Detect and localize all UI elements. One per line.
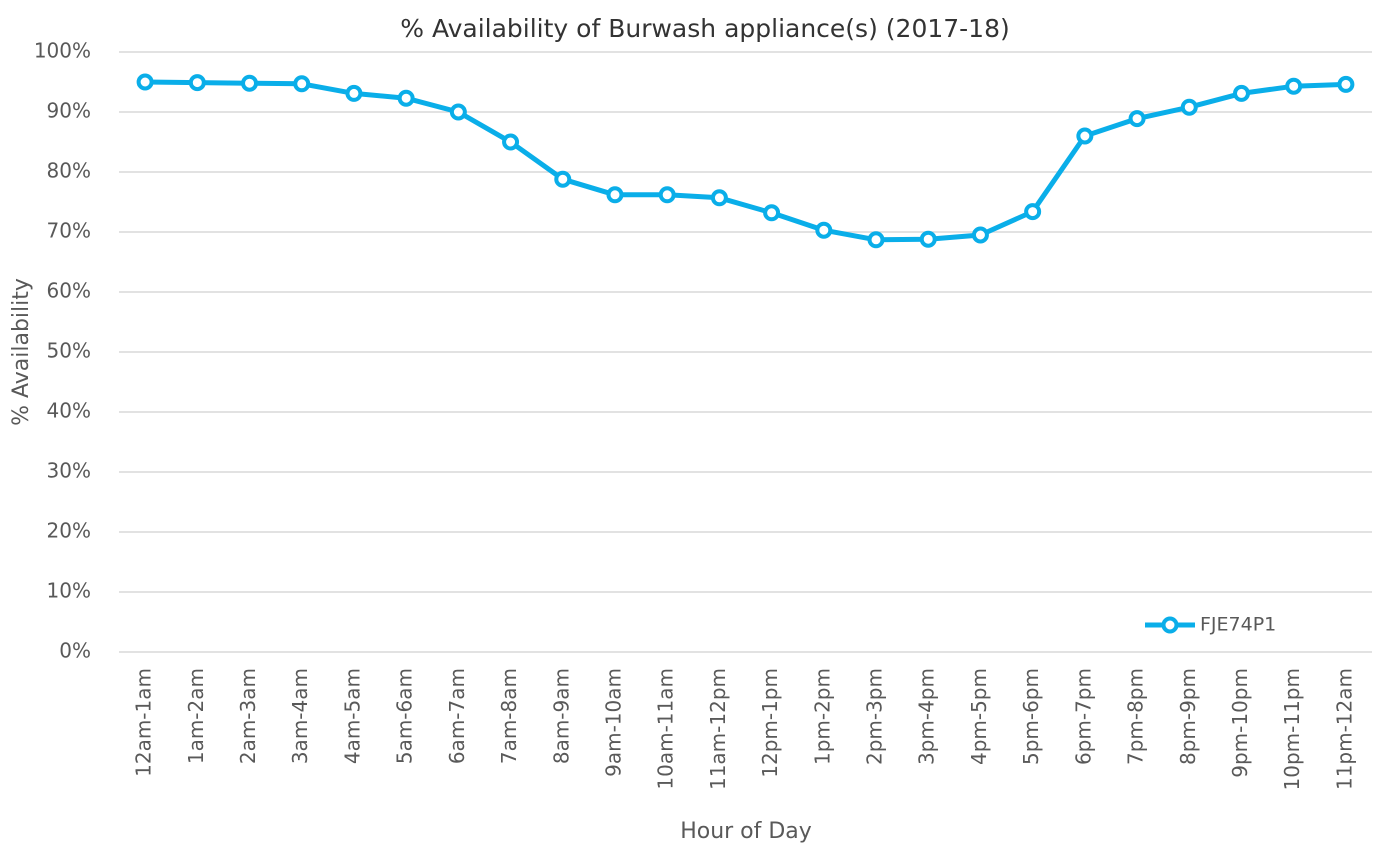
y-tick-label: 70%	[47, 219, 91, 243]
y-tick-label: 20%	[47, 519, 91, 543]
x-tick-label: 1am-2am	[184, 668, 208, 764]
data-point	[136, 73, 154, 91]
x-axis-title: Hour of Day	[680, 819, 812, 844]
y-tick-label: 50%	[47, 339, 91, 363]
data-point	[345, 84, 363, 102]
x-tick-label: 4am-5am	[340, 668, 364, 764]
x-tick-label: 5pm-6pm	[1019, 668, 1043, 765]
data-point	[1128, 110, 1146, 128]
x-tick-label: 9am-10am	[601, 668, 625, 777]
data-point	[1024, 203, 1042, 221]
x-tick-label: 6am-7am	[445, 668, 469, 764]
x-tick-label: 6pm-7pm	[1071, 668, 1095, 765]
data-point	[1232, 84, 1250, 102]
y-tick-label: 30%	[47, 459, 91, 483]
x-tick-label: 9pm-10pm	[1228, 668, 1252, 778]
y-tick-label: 10%	[47, 579, 91, 603]
data-point	[502, 133, 520, 151]
data-point	[241, 74, 259, 92]
data-point	[606, 186, 624, 204]
data-point	[971, 226, 989, 244]
x-tick-label: 10pm-11pm	[1280, 668, 1304, 790]
x-tick-label: 8pm-9pm	[1176, 668, 1200, 765]
y-tick-label: 80%	[47, 159, 91, 183]
x-tick-label: 11am-12pm	[706, 668, 730, 790]
x-tick-label: 3am-4am	[288, 668, 312, 764]
y-axis-title: % Availability	[9, 278, 34, 426]
data-point	[763, 204, 781, 222]
data-point	[1180, 98, 1198, 116]
x-tick-label: 5am-6am	[393, 668, 417, 764]
x-tick-label: 11pm-12am	[1332, 668, 1356, 790]
x-tick-label: 7am-8am	[497, 668, 521, 764]
x-tick-label: 7pm-8pm	[1124, 668, 1148, 765]
x-tick-label: 4pm-5pm	[967, 668, 991, 765]
data-point	[658, 186, 676, 204]
data-point	[293, 75, 311, 93]
data-point	[554, 170, 572, 188]
data-point	[919, 230, 937, 248]
data-point	[867, 231, 885, 249]
data-point	[449, 103, 467, 121]
y-tick-label: 60%	[47, 279, 91, 303]
x-tick-label: 8am-9am	[549, 668, 573, 764]
x-tick-label: 12am-1am	[132, 668, 156, 777]
x-tick-label: 10am-11am	[654, 668, 678, 790]
data-point	[1076, 127, 1094, 145]
y-tick-label: 0%	[59, 639, 91, 663]
data-point	[815, 221, 833, 239]
series-line	[145, 79, 1346, 243]
x-tick-label: 12pm-1pm	[758, 668, 782, 778]
x-tick-label: 2pm-3pm	[863, 668, 887, 765]
y-tick-label: 90%	[47, 99, 91, 123]
chart-title: % Availability of Burwash appliance(s) (…	[400, 14, 1010, 43]
data-point	[710, 189, 728, 207]
data-point	[397, 89, 415, 107]
x-tick-label: 1pm-2pm	[810, 668, 834, 765]
legend-label: FJE74P1	[1200, 614, 1276, 636]
x-tick-label: 3pm-4pm	[915, 668, 939, 765]
y-tick-label: 40%	[47, 399, 91, 423]
legend-marker	[1161, 616, 1179, 634]
x-tick-label: 2am-3am	[236, 668, 260, 764]
data-point	[1285, 77, 1303, 95]
data-point	[1337, 75, 1355, 93]
data-point	[188, 74, 206, 92]
y-tick-label: 100%	[34, 39, 91, 63]
